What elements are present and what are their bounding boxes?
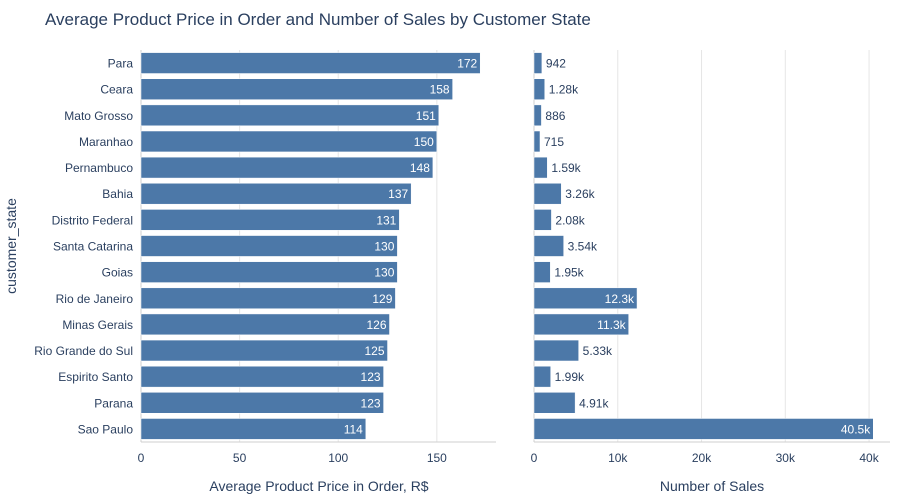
bar-value-label: 148 [410,161,430,175]
bar-value-label: 1.28k [549,83,579,97]
category-label: Espirito Santo [58,370,133,384]
bar-value-label: 158 [430,83,450,97]
category-label: Rio Grande do Sul [34,344,133,358]
bar-value-label: 11.3k [597,318,626,332]
bar [140,313,390,336]
category-label: Minas Gerais [62,318,133,332]
bar [533,339,579,362]
category-label: Goias [102,266,133,280]
category-label: Bahia [102,187,133,201]
bar-value-label: 114 [344,422,363,436]
x-tick-label: 40k [859,451,879,465]
bar [533,130,541,153]
bar-value-label: 4.91k [579,396,609,410]
bar-value-label: 886 [545,109,565,123]
bar-value-label: 130 [374,266,394,280]
bar-value-label: 130 [374,240,394,254]
bar [140,365,384,388]
bar-value-label: 2.08k [555,213,585,227]
bar [140,52,481,74]
bar-value-label: 3.26k [565,187,595,201]
category-label: Pernambuco [65,161,133,175]
bar [140,339,388,362]
x-tick-label: 150 [427,451,447,465]
bar [533,287,638,309]
bar-value-label: 150 [414,135,434,149]
category-label: Mato Grosso [64,109,133,123]
bar-value-label: 5.33k [583,344,613,358]
bar [533,418,874,440]
bar [140,183,412,205]
category-label: Sao Paulo [78,422,134,436]
bar-value-label: 126 [366,318,386,332]
bar-value-label: 123 [361,370,381,384]
x-tick-label: 20k [692,451,712,465]
category-label: Distrito Federal [52,213,133,227]
bar [533,104,542,127]
category-label: Ceara [100,83,133,97]
bar-value-label: 942 [546,57,566,71]
bar [140,235,398,257]
bar-value-label: 715 [544,135,564,149]
bar [533,235,564,257]
bar-value-label: 12.3k [605,292,635,306]
x-tick-label: 10k [608,451,628,465]
bar-value-label: 3.54k [568,240,598,254]
bar [533,78,545,100]
bar-value-label: 40.5k [841,422,871,436]
bar-value-label: 125 [364,344,384,358]
bar-value-label: 131 [376,213,396,227]
bar [533,183,562,205]
bar-value-label: 1.95k [554,266,584,280]
bar [140,78,453,100]
y-axis-title: customer_state [3,198,19,294]
x-tick-label: 50 [233,451,247,465]
x-axis-title: Number of Sales [660,478,764,494]
bar [140,261,398,283]
x-tick-label: 100 [328,451,348,465]
category-label: Para [108,57,134,71]
bar-value-label: 1.99k [555,370,585,384]
bar [533,392,576,414]
bar [533,261,551,283]
x-axis-title: Average Product Price in Order, R$ [209,478,428,494]
bar [140,104,440,127]
bar-value-label: 123 [361,396,381,410]
x-tick-label: 30k [776,451,796,465]
x-tick-label: 0 [531,451,538,465]
bar [140,392,384,414]
bar-value-label: 129 [372,292,392,306]
bar [533,313,629,336]
category-label: Maranhao [79,135,133,149]
bar [140,209,400,231]
chart-title: Average Product Price in Order and Numbe… [45,10,591,29]
bar [140,130,438,153]
bar [140,418,367,440]
bar-value-label: 172 [457,57,477,71]
bar [533,365,551,388]
bar [533,156,548,179]
price-panel: 0 50 100 150 Average Product Price in Order,… [34,50,496,494]
bar [140,156,434,179]
bar [533,52,543,74]
x-tick-label: 0 [138,451,145,465]
bar-value-label: 151 [416,109,436,123]
category-label: Rio de Janeiro [56,292,134,306]
bar-value-label: 1.59k [551,161,581,175]
category-label: Santa Catarina [53,240,133,254]
sales-panel: 0 10k 20k 30k 40k Number of Sales 942 1.28k 886 7… [531,50,890,494]
category-label: Parana [94,396,133,410]
bar [140,287,396,309]
bar [533,209,552,231]
bar-value-label: 137 [388,187,408,201]
